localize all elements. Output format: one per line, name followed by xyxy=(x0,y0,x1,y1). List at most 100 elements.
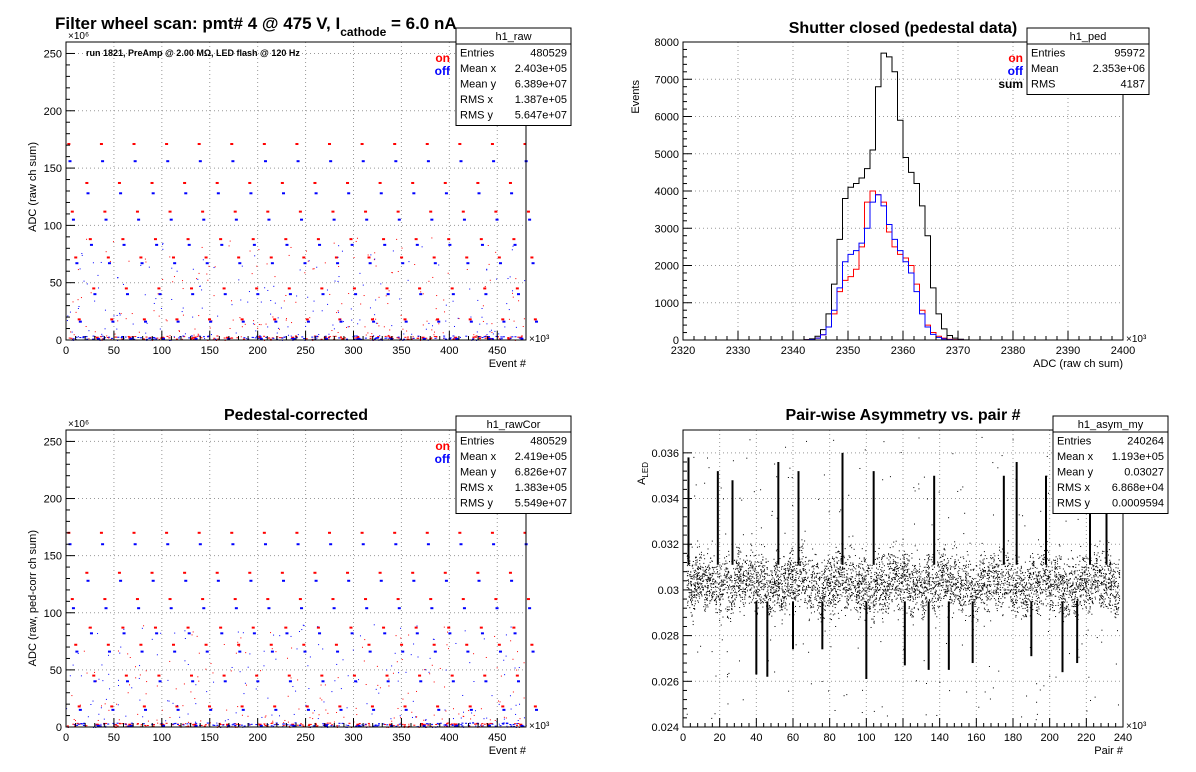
rawcor-point-on xyxy=(139,674,141,676)
asym-point xyxy=(1027,589,1029,591)
raw-point-off xyxy=(240,299,242,301)
asym-point xyxy=(694,564,696,566)
asym-point xyxy=(839,567,841,569)
rawcor-step-off xyxy=(125,680,129,683)
raw-point-on xyxy=(162,279,164,281)
raw-point-off xyxy=(121,335,124,337)
asym-point xyxy=(961,568,963,570)
asym-point xyxy=(700,584,702,586)
raw-point-on xyxy=(328,336,330,338)
rawcor-step-on xyxy=(165,531,169,534)
rawcor-point-off xyxy=(97,633,99,635)
asym-point xyxy=(1056,588,1058,590)
asym-point xyxy=(719,597,721,599)
asym-point xyxy=(947,562,949,564)
rawcor-step-on xyxy=(92,674,96,677)
asym-point xyxy=(962,608,964,610)
raw-step-off xyxy=(368,262,372,265)
rawcor-point-off xyxy=(151,638,153,640)
asym-point xyxy=(941,554,943,556)
asym-point xyxy=(911,574,913,576)
asym-point xyxy=(736,563,738,565)
rawcor-point-on xyxy=(312,712,314,714)
asym-point xyxy=(697,601,699,603)
asym-point xyxy=(848,555,850,557)
raw-point-on xyxy=(406,330,408,332)
asym-point xyxy=(1075,591,1077,593)
asym-point xyxy=(780,575,782,577)
asym-point xyxy=(927,589,929,591)
asym-point xyxy=(1017,560,1019,562)
asym-point xyxy=(1084,591,1086,593)
figure-title-subscript: cathode xyxy=(340,25,386,39)
asym-point xyxy=(750,549,752,551)
asym-point xyxy=(996,589,998,591)
asym-point xyxy=(1021,602,1023,604)
asym-point xyxy=(948,560,950,562)
asym-point xyxy=(848,599,850,601)
rawcor-point-off xyxy=(398,672,400,674)
asym-point xyxy=(902,538,904,540)
rawcor-point-on xyxy=(193,725,195,727)
asym-point xyxy=(697,573,699,575)
rawcor-point-off xyxy=(289,724,292,726)
asym-point xyxy=(902,585,904,587)
rawcor-step-off xyxy=(350,632,354,635)
asym-point xyxy=(932,587,934,589)
rawcor-step-on xyxy=(124,674,128,677)
raw-point-on xyxy=(80,297,82,299)
asym-point xyxy=(990,558,992,560)
rawcor-step-on xyxy=(468,705,472,708)
rawcor-step-off xyxy=(347,579,351,582)
asym-point xyxy=(737,582,739,584)
asym-point xyxy=(886,588,888,590)
asym-point xyxy=(815,576,817,578)
raw-step-on xyxy=(103,210,107,213)
asym-point xyxy=(756,576,758,578)
asym-point xyxy=(936,574,938,576)
asym-point xyxy=(889,582,891,584)
asym-point xyxy=(858,575,860,577)
raw-step-on xyxy=(360,143,364,146)
asym-point xyxy=(926,562,928,564)
asym-point xyxy=(1042,581,1044,583)
asym-point xyxy=(1067,585,1069,587)
asym-point xyxy=(971,580,973,582)
asym-point xyxy=(931,559,933,561)
raw-step-off xyxy=(394,160,398,163)
asym-point xyxy=(1109,586,1111,588)
rawcor-point-on xyxy=(407,725,410,727)
asym-point xyxy=(711,583,713,585)
asym-point xyxy=(906,564,908,566)
raw-point-off xyxy=(162,242,164,244)
rawcor-point-off xyxy=(455,642,457,644)
raw-point-on xyxy=(428,280,430,282)
asym-point xyxy=(1100,596,1102,598)
asym-point xyxy=(932,602,934,604)
asym-point xyxy=(799,569,801,571)
rawcor-point-off xyxy=(142,716,144,718)
asym-point xyxy=(838,560,840,562)
asym-point xyxy=(1068,579,1070,581)
raw-point-on xyxy=(134,336,137,338)
rawcor-point-off xyxy=(224,720,226,722)
asym-point xyxy=(697,588,699,590)
rawcor-point-off xyxy=(504,674,506,676)
asym-point xyxy=(777,579,779,581)
asym-point xyxy=(1021,589,1023,591)
raw-point-off xyxy=(160,307,162,309)
asym-point xyxy=(704,610,706,612)
asym-point xyxy=(762,579,764,581)
asym-point xyxy=(832,610,834,612)
raw-step-off xyxy=(89,243,93,246)
raw-point-on xyxy=(385,295,387,297)
asym-point xyxy=(871,567,873,569)
raw-point-on xyxy=(396,238,398,240)
asym-point xyxy=(1029,600,1031,602)
rawcor-stats-name: h1_rawCor xyxy=(487,419,541,431)
raw-point-off xyxy=(514,336,517,338)
asym-point xyxy=(788,577,790,579)
raw-point-on xyxy=(143,338,146,340)
asym-point xyxy=(936,616,938,618)
asym-point xyxy=(1007,559,1009,561)
